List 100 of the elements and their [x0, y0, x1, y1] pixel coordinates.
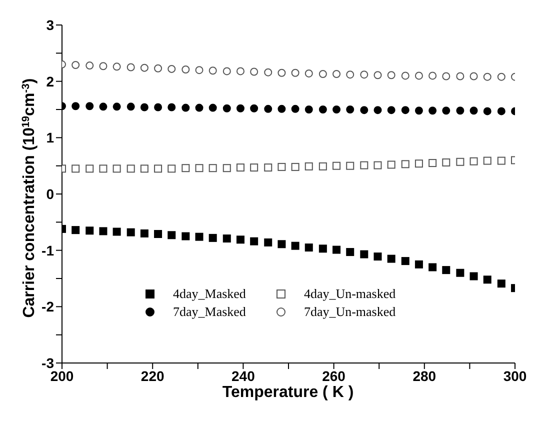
- point: [236, 67, 244, 76]
- y-tick-label: 0: [46, 186, 54, 202]
- legend-label: 4day_Un-masked: [304, 286, 396, 302]
- y-tick-label: 2: [46, 73, 54, 90]
- point: [497, 280, 506, 288]
- point: [360, 70, 368, 79]
- point: [470, 106, 478, 115]
- point: [497, 156, 506, 165]
- point: [332, 106, 341, 114]
- point: [332, 70, 341, 78]
- point: [140, 103, 148, 112]
- point: [483, 276, 492, 284]
- point: [304, 244, 313, 252]
- point: [278, 162, 286, 171]
- point: [374, 71, 382, 80]
- point: [483, 107, 492, 116]
- point: [140, 229, 148, 238]
- point: [72, 164, 80, 173]
- point: [126, 102, 135, 111]
- point: [483, 72, 492, 81]
- point: [414, 260, 423, 268]
- point: [470, 157, 478, 166]
- point: [86, 226, 94, 235]
- point: [456, 158, 464, 166]
- x-tick-label: 280: [412, 368, 436, 384]
- point: [387, 254, 396, 263]
- point: [154, 64, 162, 72]
- point: [86, 164, 94, 173]
- point: [250, 104, 258, 112]
- point: [387, 160, 396, 169]
- point: [401, 106, 410, 114]
- point: [208, 164, 217, 172]
- point: [456, 72, 464, 80]
- point: [456, 268, 464, 277]
- point: [222, 234, 231, 243]
- point: [264, 104, 272, 113]
- point: [72, 226, 80, 234]
- point: [126, 63, 135, 72]
- point: [428, 263, 437, 272]
- point: [497, 107, 506, 116]
- x-tick-label: 260: [322, 368, 346, 384]
- point: [154, 164, 162, 173]
- point: [112, 62, 121, 71]
- y-tick-label: -2: [42, 298, 54, 315]
- point: [126, 164, 135, 173]
- point: [195, 104, 204, 112]
- point: [428, 72, 437, 80]
- point: [318, 70, 327, 78]
- point: [428, 106, 437, 115]
- x-tick-label: 220: [140, 368, 164, 384]
- point: [99, 164, 108, 173]
- x-axis-title: Temperature ( K ): [222, 384, 354, 401]
- point: [140, 64, 148, 72]
- point: [442, 106, 450, 115]
- point: [182, 66, 190, 74]
- point: [414, 72, 423, 80]
- point: [154, 103, 162, 112]
- legend-label: 7day_Masked: [173, 304, 246, 320]
- point: [291, 242, 300, 250]
- point: [304, 69, 313, 78]
- point: [264, 68, 272, 76]
- point: [250, 164, 258, 172]
- y-tick-label: -1: [42, 242, 54, 258]
- point: [278, 240, 286, 248]
- point: [278, 104, 286, 113]
- point: [168, 64, 176, 73]
- point: [360, 106, 368, 114]
- point: [332, 162, 341, 170]
- point: [346, 248, 354, 256]
- point: [112, 228, 121, 236]
- point: [318, 162, 327, 170]
- point: [442, 72, 450, 80]
- point: [168, 231, 176, 240]
- point: [374, 161, 382, 170]
- x-tick-label: 300: [503, 368, 527, 384]
- point: [360, 250, 368, 258]
- point: [208, 66, 217, 75]
- point: [236, 164, 244, 172]
- point: [126, 228, 135, 236]
- point: [264, 238, 272, 246]
- point: [470, 72, 478, 80]
- point: [168, 164, 176, 173]
- y-tick-label: 3: [46, 16, 54, 33]
- point: [195, 232, 204, 241]
- point: [304, 106, 313, 114]
- point: [72, 60, 80, 69]
- x-tick-label: 240: [232, 368, 256, 384]
- point: [112, 164, 121, 173]
- point: [112, 102, 121, 111]
- point: [250, 68, 258, 76]
- legend-label: 4day_Masked: [173, 286, 246, 302]
- point: [304, 162, 313, 170]
- point: [222, 67, 231, 76]
- y-tick-label: 1: [46, 130, 54, 146]
- point: [86, 102, 94, 110]
- point: [360, 161, 368, 170]
- point: [222, 104, 231, 112]
- point: [278, 68, 286, 77]
- point: [99, 227, 108, 236]
- point: [236, 236, 244, 244]
